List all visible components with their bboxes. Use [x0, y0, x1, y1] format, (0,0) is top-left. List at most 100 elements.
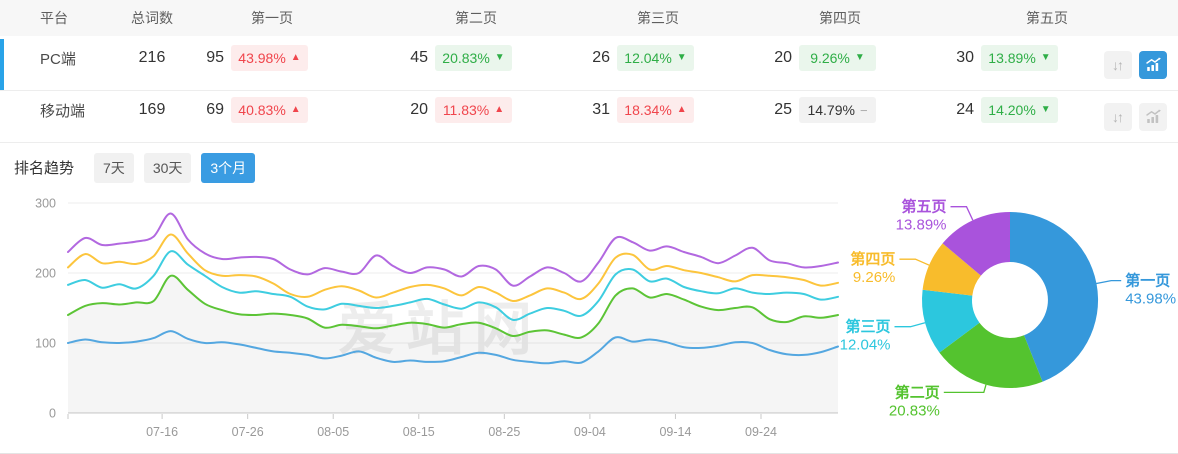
col-header-page-5: 第五页 [1026, 10, 1068, 26]
change-badge: 14.79% − [799, 97, 876, 124]
change-badge: 43.98% ▲ [231, 45, 308, 72]
donut-slice-page-4[interactable] [922, 243, 981, 296]
trend-chart-icon [1145, 109, 1161, 123]
page-4-cell: 20 9.26% ▼ [764, 45, 946, 72]
change-badge: 12.04% ▼ [617, 45, 694, 72]
trend-arrow-icon: ▼ [676, 52, 687, 64]
trend-chart-button[interactable] [1139, 102, 1167, 131]
donut-label-pct-2: 20.83% [889, 402, 940, 419]
x-axis-label: 09-24 [745, 425, 777, 439]
y-axis-label: 100 [35, 337, 56, 351]
row-actions: ↓↑ [1104, 91, 1167, 142]
donut-leader-line-1 [1096, 279, 1122, 285]
line-series-page-1[interactable] [67, 330, 839, 365]
tab-30-days[interactable]: 30天 [143, 152, 192, 183]
trend-chart-button[interactable] [1139, 50, 1167, 79]
line-series-page-3[interactable] [67, 250, 839, 322]
col-header-page-2: 第二页 [455, 10, 497, 26]
x-axis-label: 07-26 [232, 425, 264, 439]
total-words-value: 216 [138, 49, 166, 67]
x-axis-label: 08-05 [317, 425, 349, 439]
donut-slice-page-1[interactable] [1010, 211, 1099, 382]
donut-label-name-5: 第五页 [901, 198, 946, 216]
change-badge: 20.83% ▼ [435, 45, 512, 72]
selected-row-indicator [0, 39, 4, 90]
change-badge: 11.83% ▲ [435, 97, 512, 124]
keyword-count: 26 [592, 49, 610, 67]
page-2-cell: 45 20.83% ▼ [400, 45, 582, 72]
x-axis-label: 07-16 [146, 425, 178, 439]
table-header: 平台 总词数 第一页 第二页 第三页 第四页 第五页 [0, 0, 1178, 36]
y-axis-label: 300 [35, 197, 56, 211]
platform-name: PC端 [40, 50, 76, 68]
x-axis-label: 08-25 [488, 425, 520, 439]
change-badge: 14.20% ▼ [981, 97, 1058, 124]
donut-slice-page-2[interactable] [939, 322, 1043, 389]
donut-label-pct-5: 13.89% [896, 217, 947, 234]
col-header-total-words: 总词数 [131, 10, 173, 26]
page-3-cell: 31 18.34% ▲ [582, 97, 764, 124]
sort-arrows-icon: ↓↑ [1112, 56, 1124, 73]
trend-chart-icon [1145, 57, 1161, 71]
trend-arrow-icon: ▲ [290, 52, 301, 64]
y-axis-label: 200 [35, 267, 56, 281]
keyword-count: 20 [774, 49, 792, 67]
donut-label-pct-4: 9.26% [853, 269, 896, 286]
x-axis-label: 09-14 [659, 425, 691, 439]
keyword-count: 20 [410, 101, 428, 119]
page-4-cell: 25 14.79% − [764, 97, 946, 124]
x-axis-label: 08-15 [403, 425, 435, 439]
page-1-cell: 95 43.98% ▲ [196, 45, 400, 72]
col-header-platform: 平台 [40, 10, 68, 26]
table-row-pc[interactable]: PC端 216 95 43.98% ▲ 45 20.83% ▼ 26 12.04% ▼… [0, 39, 1178, 91]
keyword-count: 69 [206, 101, 224, 119]
line-series-page-5[interactable] [67, 212, 839, 287]
trend-section-header: 排名趋势 7天 30天 3个月 [0, 143, 1178, 192]
keyword-count: 31 [592, 101, 610, 119]
line-series-page-4[interactable] [67, 233, 839, 303]
keyword-count: 95 [206, 49, 224, 67]
page-3-cell: 26 12.04% ▼ [582, 45, 764, 72]
row-actions: ↓↑ [1104, 39, 1167, 90]
trend-arrow-icon: ▼ [854, 52, 865, 64]
trend-arrow-icon: ▼ [1040, 52, 1051, 64]
donut-label-name-4: 第四页 [850, 250, 895, 268]
col-header-page-1: 第一页 [251, 10, 293, 26]
tab-3-months[interactable]: 3个月 [201, 152, 256, 183]
donut-slice-page-3[interactable] [921, 289, 980, 353]
keyword-count: 25 [774, 101, 792, 119]
donut-label-pct-1: 43.98% [1125, 291, 1176, 308]
keyword-count: 45 [410, 49, 428, 67]
donut-label-pct-3: 12.04% [840, 337, 891, 354]
col-header-page-3: 第三页 [637, 10, 679, 26]
donut-label-name-3: 第三页 [845, 318, 890, 336]
page-2-cell: 20 11.83% ▲ [400, 97, 582, 124]
sort-arrows-button[interactable]: ↓↑ [1104, 102, 1132, 131]
platform-name: 移动端 [40, 102, 86, 120]
period-tabs: 7天 30天 3个月 [94, 152, 256, 183]
trend-arrow-icon: − [859, 102, 868, 118]
sort-arrows-button[interactable]: ↓↑ [1104, 50, 1132, 79]
line-series-page-2[interactable] [67, 274, 839, 339]
donut-leader-line-3 [894, 322, 926, 328]
keyword-count: 30 [956, 49, 974, 67]
change-badge: 9.26% ▼ [799, 45, 876, 72]
change-badge: 18.34% ▲ [617, 97, 694, 124]
total-words-value: 169 [138, 101, 166, 119]
change-badge: 40.83% ▲ [231, 97, 308, 124]
page-5-cell: 24 14.20% ▼ [946, 97, 1178, 124]
donut-leader-line-5 [950, 206, 974, 221]
trend-arrow-icon: ▼ [1040, 104, 1051, 116]
donut-slice-page-5[interactable] [942, 212, 1010, 276]
trend-arrow-icon: ▲ [676, 104, 687, 116]
tab-7-days[interactable]: 7天 [94, 152, 134, 183]
trend-arrow-icon: ▲ [290, 104, 301, 116]
trend-section-title: 排名趋势 [14, 160, 75, 177]
donut-leader-line-2 [943, 384, 987, 394]
y-axis-label: 0 [49, 407, 56, 421]
donut-label-name-2: 第二页 [895, 383, 940, 401]
col-header-page-4: 第四页 [819, 10, 861, 26]
table-row-mobile[interactable]: 移动端 169 69 40.83% ▲ 20 11.83% ▲ 31 18.34% ▲… [0, 91, 1178, 143]
